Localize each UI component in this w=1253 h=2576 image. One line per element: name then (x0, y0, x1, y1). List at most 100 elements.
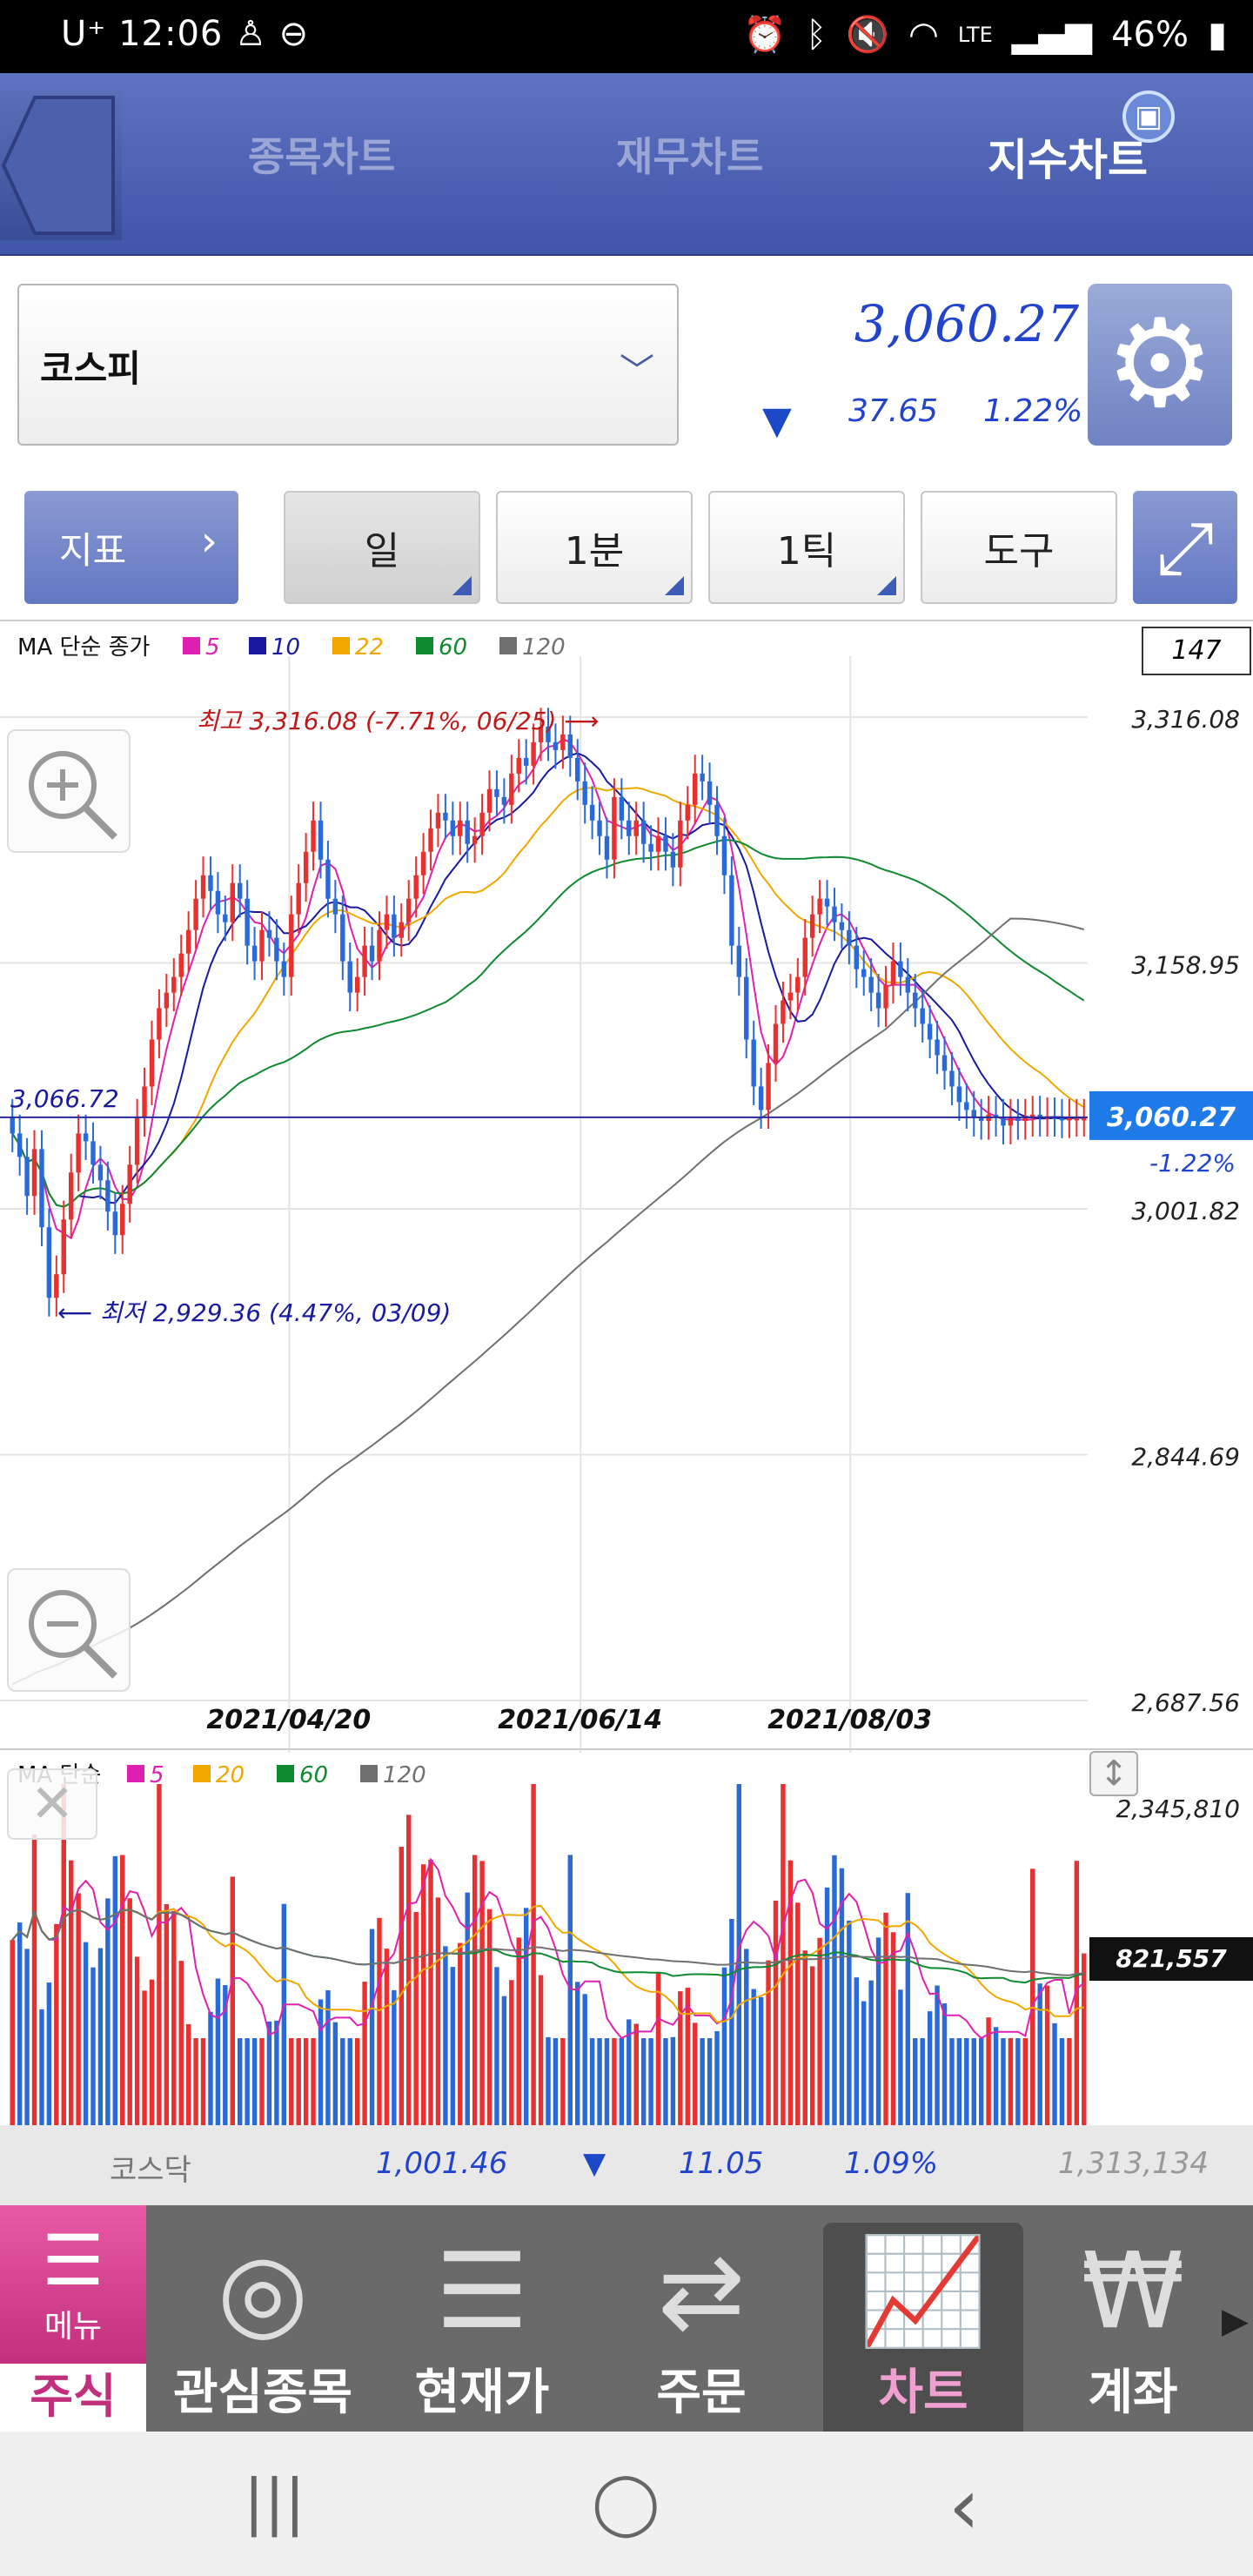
volume-bar (1030, 1868, 1035, 2125)
price-chart[interactable]: 3,316.08 3,158.95 3,001.82 2,844.69 2,687.56… (0, 620, 1253, 2125)
candle (318, 820, 324, 860)
volume-bar (648, 2038, 653, 2125)
candle (178, 953, 184, 977)
dropdown-corner-icon (452, 576, 472, 595)
candle (883, 984, 888, 1009)
back-button[interactable] (0, 91, 122, 240)
candle (832, 906, 837, 922)
volume-bar (281, 1903, 287, 2125)
nav-chart[interactable]: 📈 차트 (823, 2223, 1023, 2432)
candle (971, 1110, 976, 1118)
volume-bar (450, 1967, 456, 2125)
volume-bar (193, 2038, 198, 2125)
resize-handle[interactable]: ↕ (1089, 1751, 1138, 1796)
volume-bar (392, 1989, 397, 2125)
volume-bar (707, 2038, 713, 2125)
volume-bar (340, 2038, 345, 2125)
candle (266, 929, 272, 938)
tab-financial-chart[interactable]: 재무차트 (616, 133, 764, 180)
volume-bar (465, 1892, 470, 2125)
volume-bar (178, 1961, 184, 2125)
volume-bar (185, 2023, 191, 2125)
candle (465, 820, 470, 844)
candle (847, 929, 852, 946)
candle (134, 1117, 140, 1165)
expand-icon: ⤢ (1156, 504, 1215, 590)
volume-bar (1052, 2023, 1057, 2125)
ref-line-label: 3,066.72 (10, 1084, 119, 1113)
indicator-button[interactable]: 지표 › (24, 491, 238, 604)
volume-bar (164, 1904, 170, 2125)
candle (157, 1008, 162, 1040)
ticker-name: 코스닥 (110, 2153, 191, 2188)
back-nav-button[interactable]: ‹ (948, 2461, 980, 2553)
volume-bar (751, 1989, 756, 2125)
volume-bar (142, 1990, 147, 2125)
volume-bar (781, 1784, 786, 2125)
candle (193, 898, 198, 930)
scroll-right-icon[interactable]: ▶ (1222, 2301, 1249, 2341)
volume-bar (1059, 2038, 1065, 2125)
recents-button[interactable]: ||| (244, 2466, 305, 2538)
candle (538, 726, 544, 742)
volume-bar (245, 2038, 250, 2125)
candle (824, 898, 830, 907)
tab-stock-chart[interactable]: 종목차트 (248, 133, 396, 180)
volume-bar (663, 2038, 668, 2125)
volume-bar (1022, 2038, 1029, 2125)
candle (303, 851, 309, 883)
home-button[interactable]: ◯ (592, 2466, 660, 2538)
ticker-percent: 1.09% (844, 2146, 939, 2181)
notice-icon[interactable]: ▣ (1122, 91, 1175, 143)
tab-index-chart[interactable]: 지수차트 (988, 135, 1148, 185)
tools-button[interactable]: 도구 (921, 491, 1117, 604)
volume-bar (633, 2023, 639, 2125)
candle (707, 781, 713, 805)
candle (24, 1157, 30, 1197)
candle (721, 835, 727, 875)
volume-bar (883, 1912, 888, 2125)
zoom-out-button[interactable] (7, 1568, 131, 1692)
volume-bar (655, 1972, 661, 2125)
wifi-icon: ◠ (908, 14, 939, 55)
volume-bar (612, 2038, 617, 2125)
candle-count[interactable]: 147 (1142, 627, 1251, 675)
period-day-button[interactable]: 일 (284, 491, 480, 604)
nav-order[interactable]: ⇄ 주문 (592, 2205, 811, 2432)
chart-canvas: 3,316.08 3,158.95 3,001.82 2,844.69 2,687.56… (0, 634, 1253, 2125)
candle (281, 961, 287, 977)
volume-bar (112, 1855, 118, 2125)
volume-bar (31, 1834, 37, 2125)
period-label: 일 (364, 529, 400, 574)
candle (736, 945, 742, 977)
candle (575, 757, 580, 782)
candle (1074, 1117, 1080, 1121)
volume-bar (266, 2021, 272, 2125)
nav-watchlist[interactable]: ◎ 관심종목 (153, 2205, 372, 2432)
volume-bar (377, 1917, 382, 2125)
chevron-down-icon: ﹀ (620, 352, 654, 392)
volume-bar (435, 1897, 441, 2125)
volume-bar (832, 1855, 837, 2125)
volume-bar (582, 1994, 587, 2125)
menu-button[interactable]: ☰ 메뉴 주식 (0, 2205, 146, 2432)
zoom-in-button[interactable] (7, 729, 131, 853)
candle (516, 757, 521, 774)
ticker-bar[interactable]: 코스닥 1,001.46 ▼ 11.05 1.09% 1,313,134 (0, 2125, 1253, 2205)
fullscreen-button[interactable]: ⤢ (1133, 491, 1237, 604)
candle (648, 843, 653, 852)
legend-label: 60 (299, 1762, 328, 1788)
chart-legend: MA 단순 종가 (17, 634, 151, 661)
tick-button[interactable]: 1틱 (708, 491, 905, 604)
nav-account[interactable]: ₩ 계좌 (1034, 2205, 1232, 2432)
current-price-badge (1089, 1090, 1253, 1140)
candle (46, 1227, 52, 1298)
settings-button[interactable]: ⚙ (1088, 284, 1232, 446)
candle (809, 914, 815, 938)
index-dropdown[interactable]: 코스피 ﹀ (17, 284, 679, 446)
nav-current-price[interactable]: ☰ 현재가 (372, 2205, 592, 2432)
close-volume-button[interactable]: ✕ (7, 1768, 97, 1840)
minute-button[interactable]: 1분 (496, 491, 693, 604)
volume-bar (458, 1942, 463, 2125)
volume-bar (640, 2038, 647, 2125)
